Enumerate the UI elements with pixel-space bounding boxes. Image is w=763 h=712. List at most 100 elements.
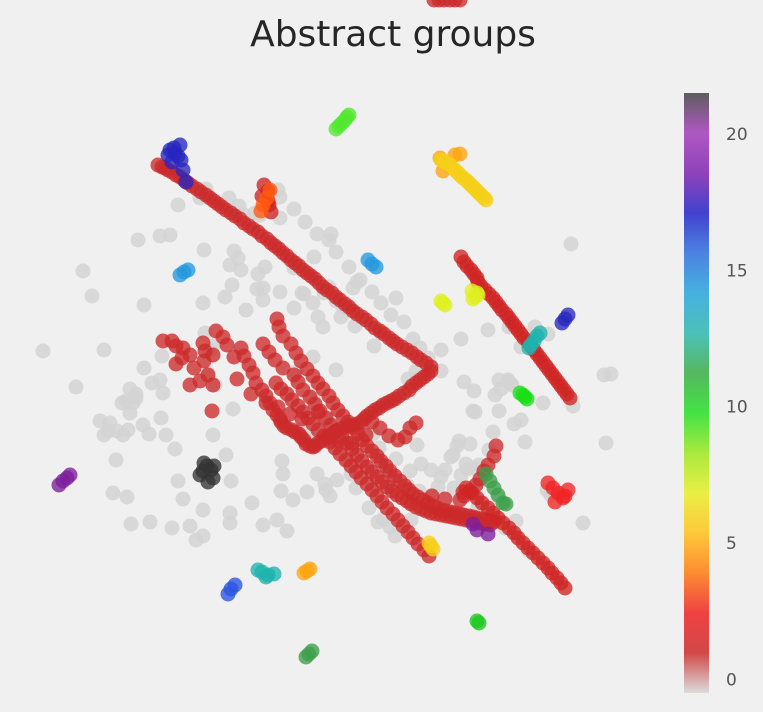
scatter-point: [563, 236, 579, 252]
scatter-point: [109, 423, 125, 439]
scatter-point: [182, 518, 198, 534]
scatter-point: [286, 201, 302, 217]
scatter-point: [122, 381, 138, 397]
scatter-point: [243, 386, 259, 402]
scatter-point: [223, 473, 239, 489]
scatter-point: [227, 577, 243, 593]
scatter-point: [470, 287, 486, 303]
scatter-point: [519, 391, 535, 407]
scatter-point: [452, 146, 468, 162]
scatter-point: [275, 360, 291, 376]
colorbar-tick-label: 20: [726, 125, 748, 145]
colorbar: 0 5 10 15 20: [684, 93, 748, 693]
scatter-point: [250, 266, 266, 282]
scatter-point: [222, 515, 238, 531]
scatter-point: [557, 488, 573, 504]
scatter-point: [396, 314, 412, 330]
scatter-point: [532, 325, 548, 341]
scatter-point: [158, 427, 174, 443]
scatter-point: [120, 422, 136, 438]
scatter-point: [321, 232, 337, 248]
scatter-point: [424, 488, 440, 504]
scatter-point: [506, 416, 522, 432]
scatter-point: [387, 528, 403, 544]
scatter-point: [196, 242, 212, 258]
scatter-point: [368, 259, 384, 275]
scatter-point: [458, 456, 474, 472]
scatter-point: [150, 157, 166, 173]
colorbar-tick-label: 15: [726, 261, 748, 281]
colorbar-tick-label: 10: [726, 398, 748, 418]
scatter-point: [195, 335, 211, 351]
scatter-point: [341, 107, 357, 123]
scatter-point: [437, 491, 453, 507]
scatter-point: [136, 360, 152, 376]
scatter-point: [408, 415, 424, 431]
scatter-point: [598, 435, 614, 451]
scatter-point: [164, 520, 180, 536]
scatter-point: [182, 347, 198, 363]
scatter-point: [328, 244, 344, 260]
scatter-point: [167, 441, 183, 457]
scatter-point: [195, 295, 211, 311]
scatter-point: [152, 228, 168, 244]
scatter-point: [244, 495, 260, 511]
scatter-point: [317, 476, 333, 492]
scatter-point: [204, 403, 220, 419]
scatter-point: [383, 307, 399, 323]
scatter-point: [471, 615, 487, 631]
scatter-point: [170, 197, 186, 213]
scatter-point: [275, 466, 291, 482]
scatter-point: [225, 401, 241, 417]
scatter-point: [485, 424, 501, 440]
scatter-point: [262, 182, 278, 198]
scatter-point: [270, 399, 286, 415]
scatter-point: [105, 485, 121, 501]
scatter-point: [437, 297, 453, 313]
colorbar-gradient: [684, 93, 709, 693]
scatter-point: [114, 395, 130, 411]
scatter-point: [304, 643, 320, 659]
scatter-point: [178, 174, 194, 190]
scatter-point: [269, 512, 285, 528]
scatter-point: [361, 500, 377, 516]
scatter-point: [274, 453, 290, 469]
chart-title: Abstract groups: [250, 14, 536, 55]
points-layer: [35, 0, 619, 665]
scatter-point: [425, 541, 441, 557]
scatter-point: [466, 383, 482, 399]
scatter-point: [192, 467, 208, 483]
scatter-point: [154, 348, 170, 364]
scatter-point: [206, 458, 222, 474]
scatter-point: [168, 356, 184, 372]
scatter-point: [306, 249, 322, 265]
scatter-point: [328, 362, 344, 378]
scatter-point: [575, 515, 591, 531]
scatter-point: [443, 449, 459, 465]
scatter-point: [437, 462, 453, 478]
scatter-point: [453, 331, 469, 347]
colorbar-tick-label: 5: [726, 534, 737, 554]
scatter-point: [170, 473, 186, 489]
scatter-point: [480, 526, 496, 542]
scatter-point: [217, 289, 233, 305]
scatter-point: [286, 300, 302, 316]
scatter-point: [130, 232, 146, 248]
scatter-point: [560, 307, 576, 323]
scatter-point: [341, 259, 357, 275]
scatter-point: [272, 284, 288, 300]
scatter-point: [35, 343, 51, 359]
scatter-point: [175, 491, 191, 507]
scatter-point: [229, 371, 245, 387]
scatter-point: [388, 290, 404, 306]
scatter-point: [603, 366, 619, 382]
scatter-point: [364, 284, 380, 300]
scatter-point: [309, 226, 325, 242]
scatter-point: [195, 502, 211, 518]
scatter-point: [322, 488, 338, 504]
scatter-point: [75, 263, 91, 279]
scatter-point: [535, 395, 551, 411]
scatter-point: [299, 484, 315, 500]
